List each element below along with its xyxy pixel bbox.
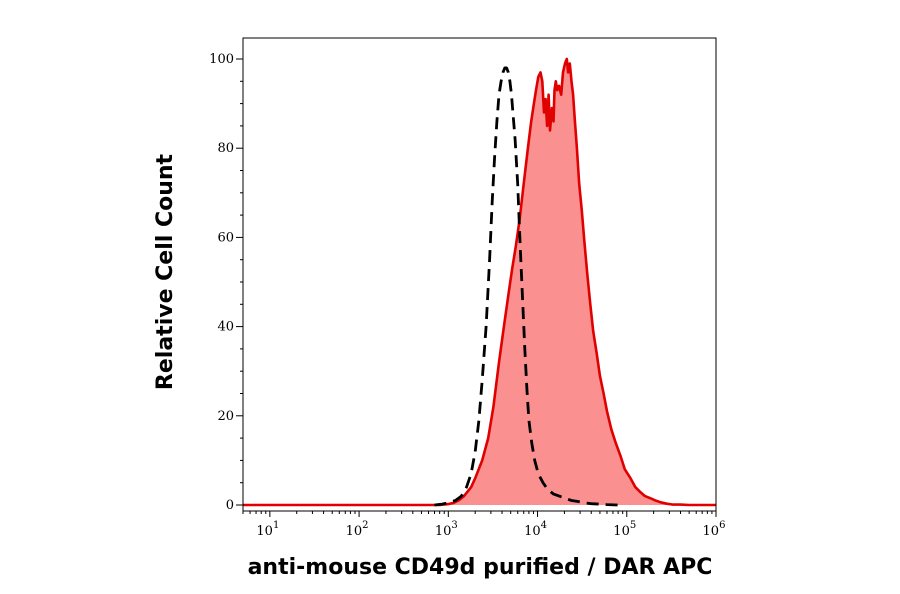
x-tick-exponent: 6 [719,520,725,531]
x-tick-label: 104 [524,520,547,539]
x-tick-exponent: 4 [541,520,547,531]
x-axis: 101 102 103 104 105 106 [242,511,726,539]
plot-area [243,57,716,507]
x-tick-exponent: 3 [451,520,457,531]
x-tick-label: 106 [703,520,726,539]
x-tick-base: 10 [703,524,720,539]
y-tick-label: 80 [217,141,234,156]
x-tick-base: 10 [346,524,363,539]
x-tick-base: 10 [524,524,541,539]
x-tick-label: 102 [346,520,369,539]
x-tick-exponent: 1 [273,520,279,531]
x-tick-base: 10 [256,524,273,539]
x-tick-label: 105 [613,520,636,539]
x-tick-label: 103 [435,520,458,539]
y-axis-label: Relative Cell Count [153,153,178,390]
series-filled-outline [243,57,716,507]
y-tick-label: 60 [217,230,234,245]
y-tick-label: 20 [217,409,234,424]
y-axis: 0 20 40 60 80 100 [209,52,243,513]
y-tick-label: 40 [217,320,234,335]
x-tick-base: 10 [613,524,630,539]
series-dashed-line [434,66,619,507]
x-axis-label: anti-mouse CD49d purified / DAR APC [248,555,713,580]
series-filled-area [243,59,716,505]
x-tick-base: 10 [435,524,452,539]
x-tick-exponent: 5 [630,520,636,531]
y-tick-label: 100 [209,52,234,67]
x-tick-exponent: 2 [362,520,368,531]
y-tick-label: 0 [226,498,234,513]
plot-frame [242,37,717,512]
x-tick-label: 101 [256,520,279,539]
